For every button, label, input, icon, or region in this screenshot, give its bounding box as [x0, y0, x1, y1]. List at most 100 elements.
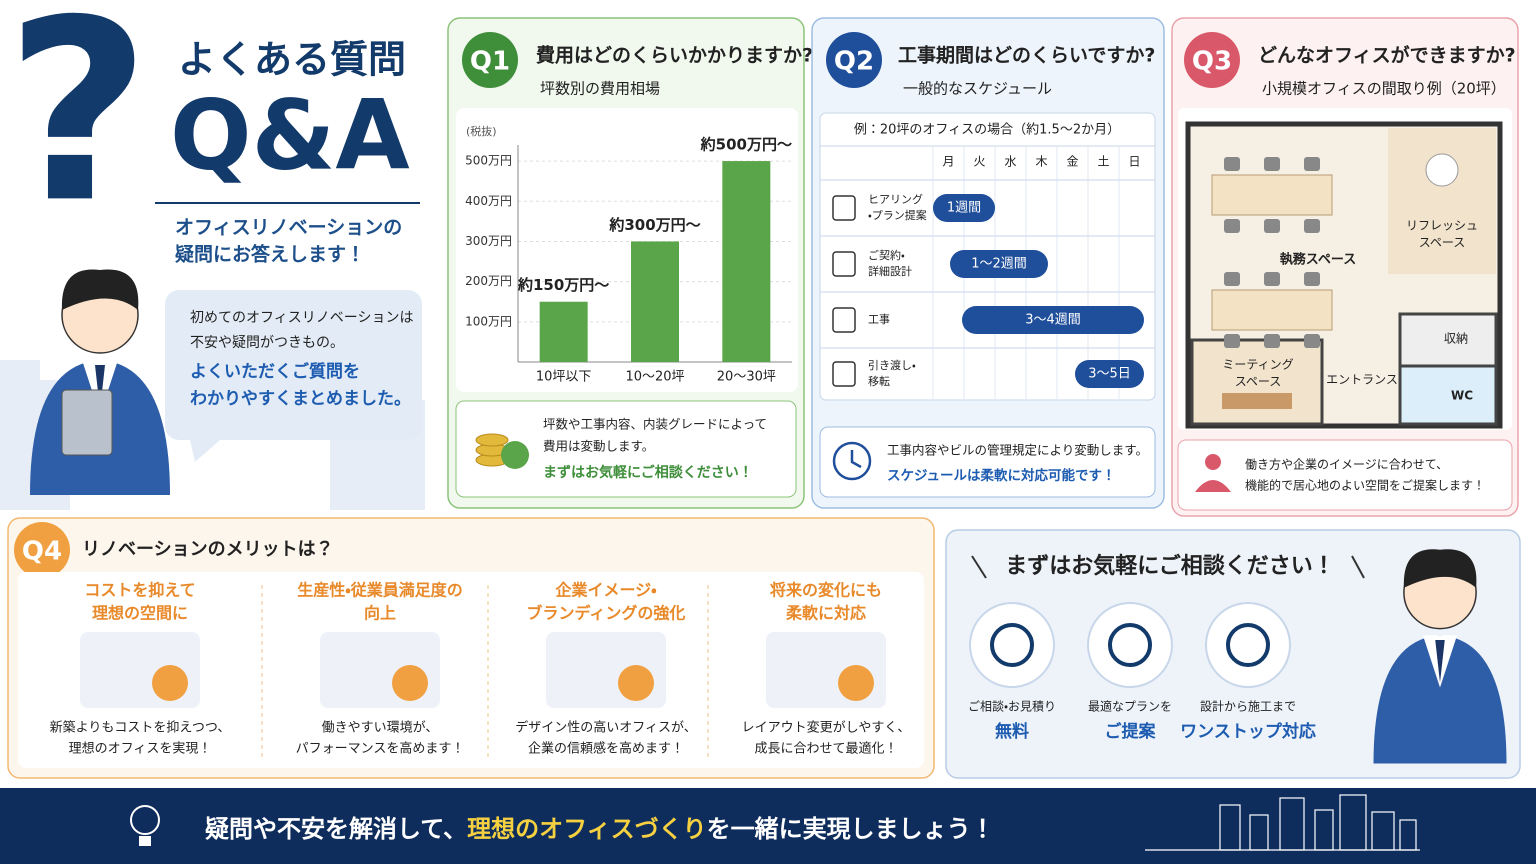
skyline-building: [360, 440, 385, 510]
intro-text: 初めてのオフィスリノベーションは: [190, 310, 413, 326]
person-tie: [95, 365, 105, 410]
bulb-base: [139, 836, 151, 846]
y-tick-label: 200万円: [465, 274, 512, 288]
schedule-bar: [962, 306, 1144, 334]
yen-icon: [501, 441, 529, 469]
badge: [826, 32, 882, 88]
step-icon: [832, 195, 856, 221]
desk: [1211, 289, 1333, 331]
room-label: 執務スペース: [1280, 252, 1356, 268]
merit-text: 理想のオフィスを実現！: [69, 741, 212, 757]
title-deco: [971, 555, 987, 579]
question-subtitle: 一般的なスケジュール: [903, 80, 1052, 98]
person-body: [1373, 635, 1507, 764]
step-label: 移転: [868, 374, 890, 388]
day-label: 金: [1066, 155, 1078, 169]
contact-caption: 設計から施工まで: [1200, 699, 1296, 714]
person-hair: [61, 269, 139, 310]
clock-icon: [832, 441, 872, 481]
schedule-bar: [1075, 360, 1144, 388]
badge-label: Q4: [22, 537, 62, 567]
day-label: 土: [1097, 155, 1109, 169]
day-label: 火: [973, 155, 985, 169]
chair: [1224, 334, 1240, 348]
question-subtitle: 坪数別の費用相場: [540, 80, 660, 98]
merit-title: ブランディングの強化: [527, 604, 686, 623]
note-text: 工事内容やビルの管理規定により変動します。: [887, 443, 1148, 458]
badge: [14, 522, 70, 578]
clipboard: [61, 389, 113, 456]
day-label: 月: [942, 155, 954, 169]
note-text: 費用は変動します。: [543, 439, 654, 454]
merit-text: レイアウト変更がしやすく、: [742, 720, 911, 736]
merit-text: 成長に合わせて最適化！: [754, 742, 897, 757]
y-tick-label: 300万円: [465, 234, 512, 248]
intro-text: 不安や疑問がつきもの。: [190, 335, 344, 351]
merit-accent: [392, 665, 428, 701]
room-label: スペース: [1419, 236, 1466, 250]
badge-label: Q2: [834, 47, 874, 77]
merit-text: デザイン性の高いオフィスが、: [515, 720, 696, 736]
meeting-table: [1222, 393, 1292, 409]
day-label: 水: [1004, 155, 1016, 169]
step-label: ・プラン提案: [868, 209, 927, 222]
merit-text: 新築よりもコストを抑えつつ、: [50, 721, 231, 736]
merit-accent: [838, 665, 874, 701]
clock-hands: [850, 450, 862, 469]
x-tick-label: 10〜20坪: [625, 370, 684, 385]
merit-title: 柔軟に対応: [785, 604, 866, 623]
round-table: [1425, 153, 1459, 187]
page-subtitle: 疑問にお答えします！: [175, 243, 365, 266]
duration-label: 3〜4週間: [1025, 313, 1081, 328]
value-label: 約500万円〜: [700, 136, 792, 154]
day-label: 木: [1035, 155, 1047, 169]
value-label: 約150万円〜: [517, 276, 609, 294]
note-box: [819, 426, 1156, 498]
contact-icon: [969, 602, 1055, 688]
page-title: よくある質問: [178, 38, 406, 82]
bar: [722, 161, 771, 362]
bar: [539, 301, 588, 362]
contact-icon-mark: [1226, 623, 1270, 667]
contact-label: ご提案: [1105, 721, 1157, 742]
step-label: 工事: [868, 313, 890, 326]
room-label: 収納: [1444, 331, 1468, 346]
bulb-icon: [130, 805, 160, 835]
desk: [1211, 174, 1333, 216]
merit-title: 向上: [364, 604, 396, 623]
merits-box: [18, 572, 924, 768]
badge-label: Q1: [470, 47, 510, 77]
x-tick-label: 20〜30坪: [717, 370, 776, 385]
merit-title: コストを抑えて: [84, 581, 195, 600]
question-mark-icon: ?: [5, 0, 150, 257]
merit-title: 理想の空間に: [92, 604, 188, 623]
chair: [1304, 157, 1320, 171]
value-label: 約300万円〜: [608, 216, 700, 234]
chair: [1264, 334, 1280, 348]
chair: [1224, 157, 1240, 171]
footer-text: 疑問や不安を解消して、理想のオフィスづくりを一緒に実現しましょう！: [205, 815, 995, 843]
table-caption: 例：20坪のオフィスの場合（約1.5〜2か月）: [854, 123, 1120, 138]
room-label: エントランス: [1326, 373, 1398, 387]
note-text: 坪数や工事内容、内装グレードによって: [543, 417, 767, 432]
contact-title: まずはお気軽にご相談ください！: [1005, 553, 1335, 579]
note-cta: まずはお気軽にご相談ください！: [543, 464, 753, 481]
contact-label: ワンストップ対応: [1180, 721, 1316, 742]
person-tie: [1435, 640, 1445, 683]
person-hair: [1403, 549, 1477, 588]
merit-text: パフォーマンスを高めます！: [296, 741, 465, 757]
merit-accent: [618, 665, 654, 701]
chair: [1264, 272, 1280, 286]
y-tick-label: 400万円: [465, 194, 512, 208]
day-label: 日: [1128, 155, 1140, 169]
contact-icon-mark: [990, 623, 1034, 667]
note-text: 働き方や企業のイメージに合わせて、: [1245, 457, 1448, 472]
title-deco: [1351, 555, 1365, 579]
question: 工事期間はどのくらいですか?: [898, 44, 1155, 67]
meeting-room: [1190, 338, 1324, 426]
note-text: 機能的で居心地のよい空間をご提案します！: [1245, 478, 1485, 493]
room-label: スペース: [1235, 375, 1282, 389]
y-tick-label: 100万円: [465, 314, 512, 328]
contact-icon-mark: [1108, 623, 1152, 667]
refresh-area: [1388, 128, 1496, 274]
